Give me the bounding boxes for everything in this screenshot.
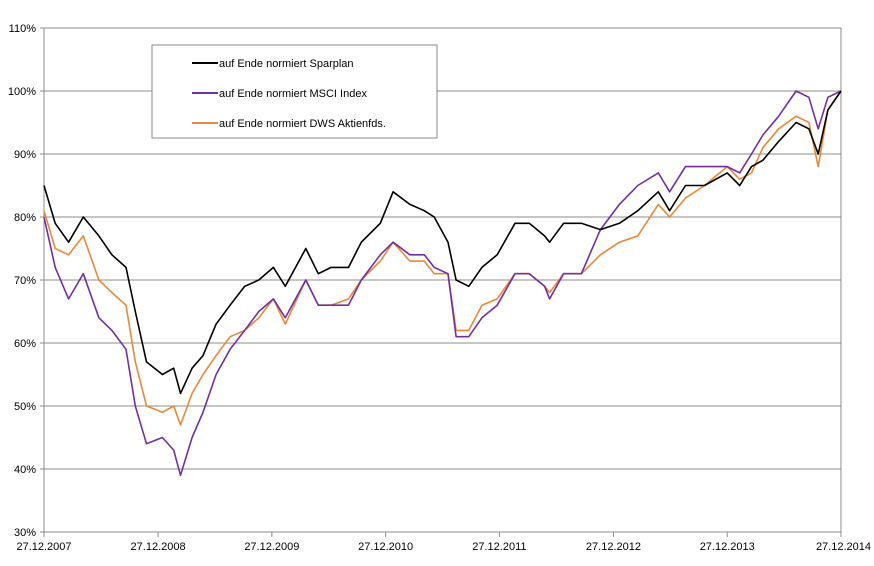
ytick-label: 110%: [9, 23, 37, 35]
series-line-dws: [43, 90, 842, 426]
legend: auf Ende normiert Sparplan auf Ende norm…: [151, 44, 438, 139]
y-axis-tick-labels: 30% 40% 50% 60% 70% 80% 90% 100% 110%: [8, 23, 36, 539]
xtick-label: 27.12.2008: [131, 541, 186, 553]
xtick-label: 27.12.2012: [586, 541, 641, 553]
x-axis-tick-labels: 27.12.2007 27.12.2008 27.12.2009 27.12.2010…: [16, 532, 871, 553]
xtick-label: 27.12.2013: [700, 541, 755, 553]
series-line-sparplan: [43, 90, 842, 395]
legend-label-msci: auf Ende normiert MSCI Index: [219, 88, 367, 100]
ytick-label: 90%: [14, 149, 36, 161]
xtick-label: 27.12.2007: [16, 541, 71, 553]
ytick-label: 100%: [8, 86, 36, 98]
legend-label-dws: auf Ende normiert DWS Aktienfds.: [219, 118, 386, 130]
ytick-label: 50%: [14, 401, 36, 413]
axes: [43, 28, 842, 533]
ytick-label: 30%: [14, 527, 36, 539]
xtick-label: 27.12.2014: [816, 541, 871, 553]
series-line-msci: [43, 90, 842, 477]
ytick-label: 40%: [14, 464, 36, 476]
xtick-label: 27.12.2011: [472, 541, 526, 553]
ytick-label: 60%: [14, 338, 36, 350]
xtick-label: 27.12.2010: [358, 541, 413, 553]
ytick-label: 70%: [14, 275, 36, 287]
legend-label-sparplan: auf Ende normiert Sparplan: [219, 58, 354, 70]
ytick-label: 80%: [14, 212, 36, 224]
xtick-label: 27.12.2009: [244, 541, 299, 553]
series-lines: [43, 90, 842, 477]
